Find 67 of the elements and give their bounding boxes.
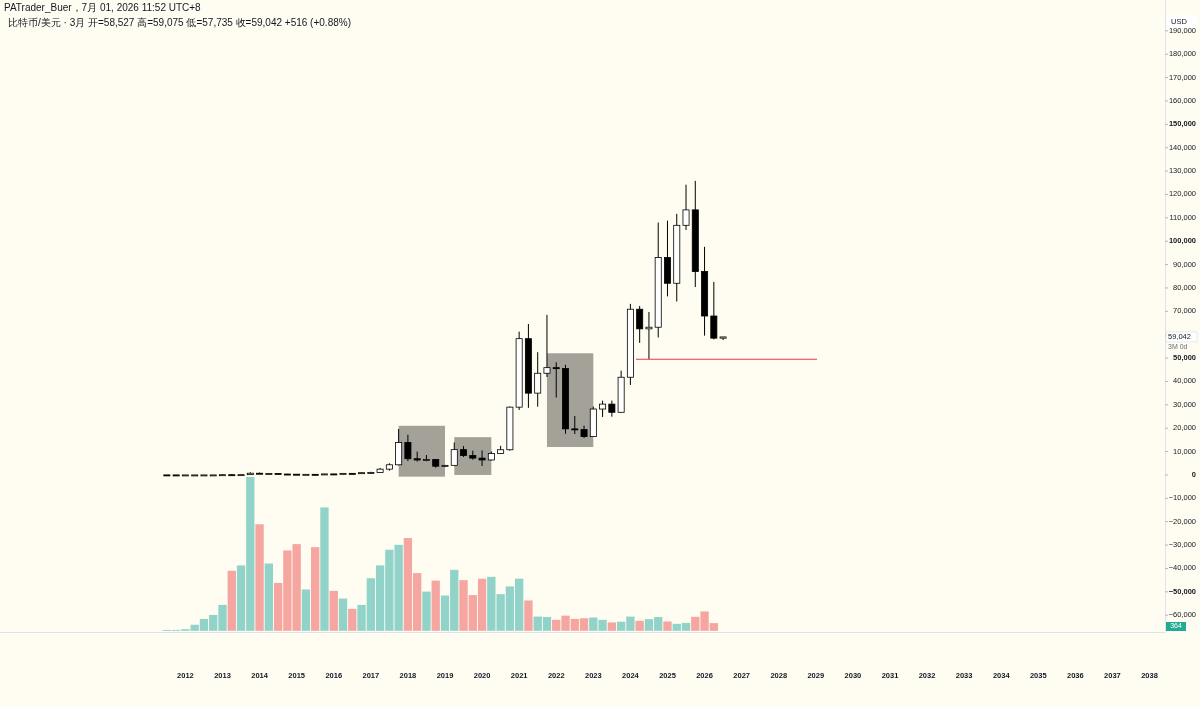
- bar: [366, 578, 375, 631]
- candlestick: [450, 441, 458, 466]
- bar: [329, 590, 338, 631]
- bar: [375, 565, 385, 631]
- bar: [357, 604, 366, 631]
- chart-title: PATrader_Buer，7月 01, 2026 11:52 UTC+8: [4, 2, 202, 13]
- candlestick: [395, 428, 403, 466]
- bar: [301, 589, 311, 631]
- candlestick: [534, 351, 542, 408]
- text: 比特币/美元 · 3月 开=58,527 高=59,075 低=57,735 收=59,042 +516 (+0.88%): [8, 17, 351, 28]
- candlestick: [682, 184, 690, 231]
- bar: [672, 623, 681, 631]
- bar: [663, 621, 672, 631]
- bar: [413, 573, 422, 631]
- bar: [579, 618, 589, 631]
- bar: [514, 578, 524, 631]
- bar: [236, 565, 246, 631]
- bar: [589, 617, 598, 631]
- bar: [635, 620, 644, 631]
- bar: [422, 591, 431, 631]
- bar: [552, 619, 561, 631]
- bar: [431, 580, 440, 631]
- candlestick: [552, 361, 560, 399]
- bar: [440, 595, 450, 631]
- bar: [681, 622, 691, 631]
- bar: [700, 611, 709, 631]
- bar: [709, 623, 718, 631]
- bar: [385, 549, 394, 631]
- bar: [283, 550, 292, 631]
- bar: [505, 586, 515, 631]
- bar: [199, 618, 209, 631]
- bar: [450, 569, 459, 631]
- bar: [190, 624, 199, 631]
- bar: [644, 619, 654, 631]
- bar: [570, 618, 579, 631]
- bar: [533, 616, 542, 631]
- bar: [311, 547, 320, 631]
- bar: [246, 477, 255, 631]
- bar: [320, 507, 329, 631]
- bar: [691, 616, 700, 631]
- bar: [403, 538, 413, 631]
- bar: [542, 617, 552, 631]
- bar: [524, 600, 533, 631]
- bar: [626, 616, 635, 631]
- bar: [496, 594, 505, 631]
- bar: [607, 622, 617, 631]
- bar: [477, 578, 487, 631]
- bar: [616, 621, 626, 631]
- bar: [468, 595, 477, 631]
- bar: [598, 619, 607, 631]
- bar: [255, 524, 264, 631]
- bar: [459, 580, 468, 631]
- candlestick: [636, 305, 644, 344]
- bar: [292, 544, 301, 631]
- bar: [218, 604, 227, 631]
- bar: [394, 544, 403, 631]
- candlestick: [645, 311, 653, 360]
- bar: [487, 576, 496, 631]
- candlestick: [543, 314, 551, 378]
- bar: [348, 608, 357, 631]
- bar: [227, 570, 236, 631]
- bar: [561, 615, 570, 631]
- bar: [273, 582, 283, 631]
- bar: [654, 617, 663, 631]
- bar: [264, 563, 274, 631]
- bar: [338, 598, 348, 631]
- bar: [209, 614, 218, 631]
